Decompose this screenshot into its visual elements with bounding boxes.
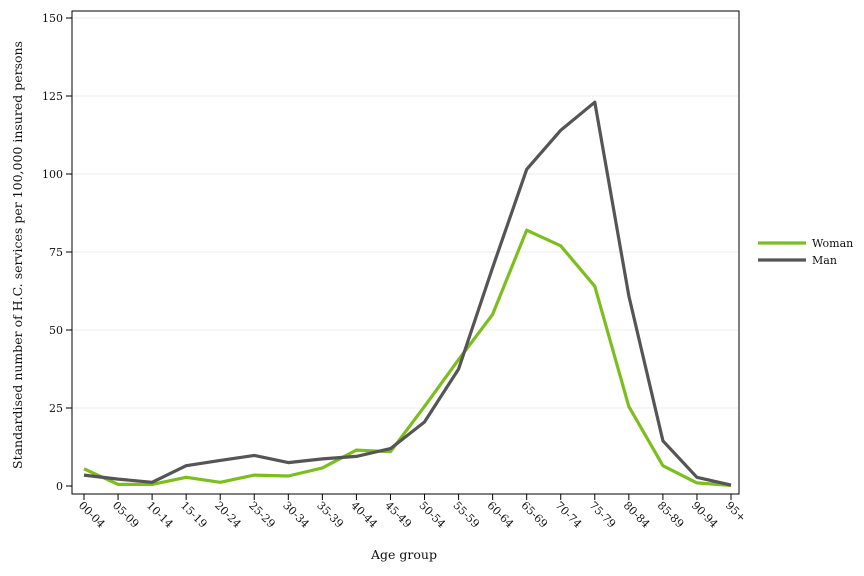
series-lines [83, 100, 732, 487]
y-tick-label: 100 [42, 168, 63, 181]
y-tick-label: 75 [49, 246, 63, 259]
x-tick-label: 80-84 [621, 499, 653, 531]
x-tick-label: 75-79 [587, 499, 619, 531]
y-tick-label: 50 [49, 324, 63, 337]
x-tick-label: 65-69 [519, 499, 551, 531]
y-axis: 0 25 50 75 100 125 150 [42, 12, 72, 493]
y-tick-label: 150 [42, 12, 63, 25]
x-tick-label: 00-04 [76, 499, 108, 531]
x-tick-label: 95+ [723, 499, 749, 525]
legend-label-man: Man [812, 254, 837, 267]
y-tick-label: 25 [49, 402, 63, 415]
x-axis-title: Age group [370, 547, 437, 562]
legend-label-woman: Woman [812, 237, 853, 250]
x-axis: 00-04 05-09 10-14 15-19 20-24 25-29 30-34 35-39… [76, 494, 749, 531]
x-tick-label: 20-24 [212, 499, 244, 531]
legend: Woman Man [758, 237, 853, 267]
x-tick-label: 55-59 [450, 499, 482, 531]
x-tick-label: 10-14 [144, 499, 176, 531]
y-tick-label: 125 [42, 90, 63, 103]
x-tick-label: 35-39 [314, 499, 346, 531]
x-tick-label: 70-74 [553, 499, 585, 531]
x-tick-label: 90-94 [689, 499, 721, 531]
x-tick-label: 45-49 [382, 499, 414, 531]
gridlines [73, 17, 738, 409]
x-tick-label: 85-89 [655, 499, 687, 531]
x-tick-label: 15-19 [178, 499, 210, 531]
series-line-woman [83, 228, 732, 487]
series-line-man [83, 100, 732, 487]
x-tick-label: 05-09 [110, 499, 142, 531]
x-tick-label: 25-29 [246, 499, 278, 531]
x-tick-label: 40-44 [348, 499, 380, 531]
x-tick-label: 50-54 [416, 499, 448, 531]
y-axis-title: Standardised number of H.C. services per… [10, 41, 25, 469]
y-tick-label: 0 [56, 480, 63, 493]
x-tick-label: 60-64 [485, 499, 517, 531]
x-tick-label: 30-34 [280, 499, 312, 531]
